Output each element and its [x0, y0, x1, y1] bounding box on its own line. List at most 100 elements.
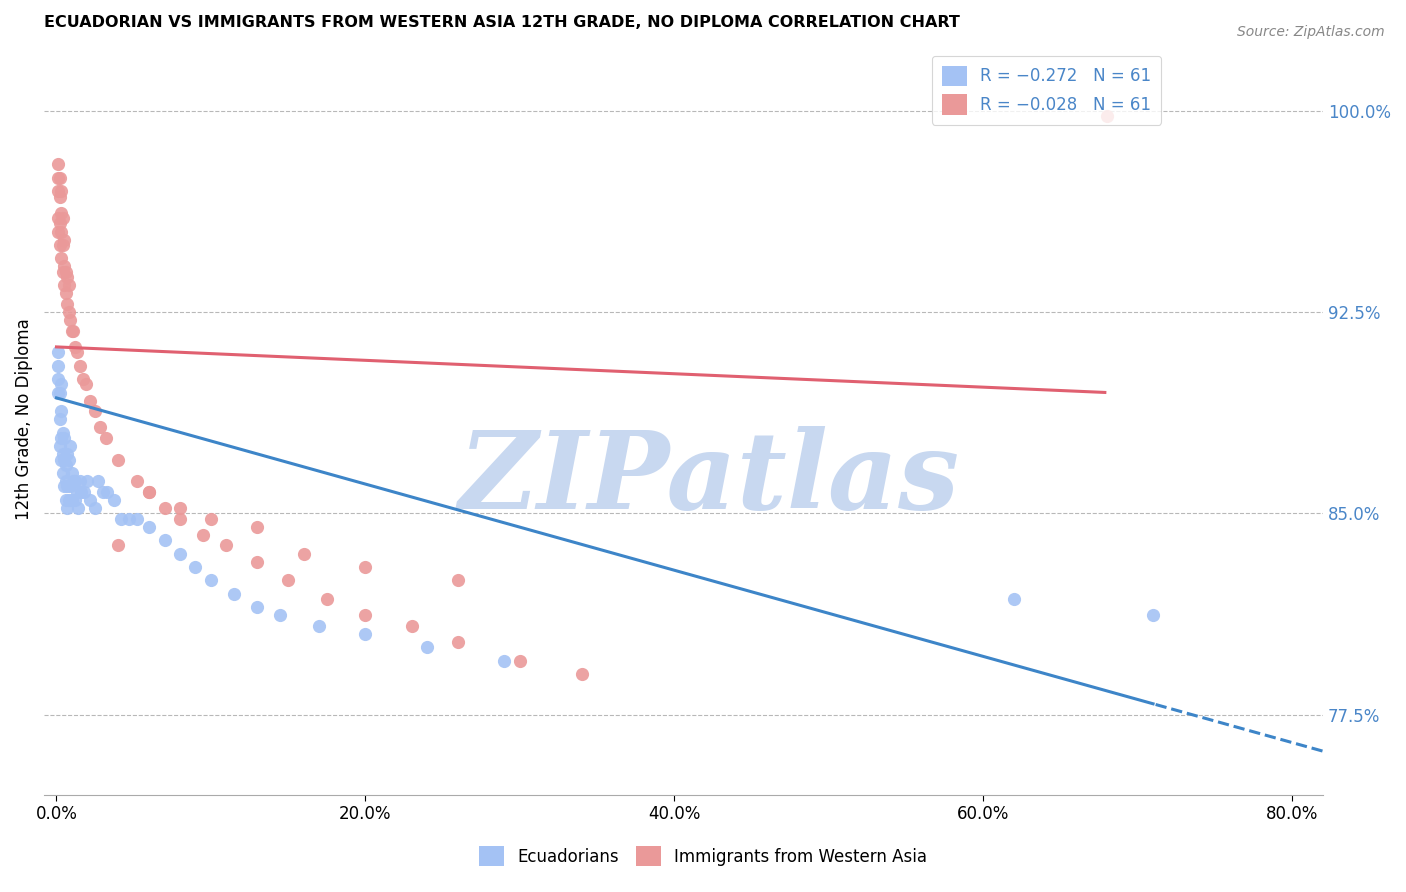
Point [62, 474, 84, 488]
Point [184, 560, 207, 574]
Point [103, 492, 125, 507]
Point [125, 474, 148, 488]
Text: ECUADORIAN VS IMMIGRANTS FROM WESTERN ASIA 12TH GRADE, NO DIPLOMA CORRELATION CH: ECUADORIAN VS IMMIGRANTS FROM WESTERN AS… [44, 15, 960, 30]
Point [246, 519, 269, 533]
Point [59, 313, 82, 327]
Point [52, 265, 75, 279]
Point [60, 466, 83, 480]
Point [48, 439, 70, 453]
Point [84, 404, 107, 418]
Point [1002, 592, 1025, 607]
Point [60, 492, 83, 507]
Point [79, 492, 101, 507]
Point [169, 500, 191, 515]
Point [87, 474, 110, 488]
Point [53, 278, 76, 293]
Point [138, 519, 160, 533]
Point [110, 511, 132, 525]
Point [509, 654, 531, 668]
Point [56, 270, 79, 285]
Point [53, 452, 76, 467]
Point [52, 466, 75, 480]
Point [79, 393, 101, 408]
Point [62, 324, 84, 338]
Point [125, 511, 148, 525]
Point [84, 500, 107, 515]
Point [354, 608, 377, 623]
Point [75, 377, 97, 392]
Point [48, 189, 70, 203]
Point [46, 385, 69, 400]
Point [49, 205, 72, 219]
Point [1095, 109, 1118, 123]
Point [63, 492, 86, 507]
Point [53, 431, 76, 445]
Point [94, 431, 117, 445]
Point [91, 484, 114, 499]
Point [56, 500, 79, 515]
Point [58, 452, 80, 467]
Point [55, 492, 77, 507]
Point [55, 286, 77, 301]
Point [138, 484, 160, 499]
Point [193, 528, 215, 542]
Point [49, 431, 72, 445]
Point [67, 500, 90, 515]
Point [277, 574, 299, 588]
Point [56, 447, 79, 461]
Point [224, 587, 246, 601]
Point [73, 484, 96, 499]
Point [65, 345, 87, 359]
Point [49, 404, 72, 418]
Point [315, 592, 337, 607]
Text: ZIPatlas: ZIPatlas [458, 426, 960, 533]
Point [48, 217, 70, 231]
Point [59, 439, 82, 453]
Point [1142, 608, 1164, 623]
Point [46, 157, 69, 171]
Point [69, 474, 91, 488]
Point [56, 479, 79, 493]
Point [118, 511, 141, 525]
Point [107, 452, 129, 467]
Point [52, 447, 75, 461]
Point [46, 184, 69, 198]
Legend: R = −0.272   N = 61, R = −0.028   N = 61: R = −0.272 N = 61, R = −0.028 N = 61 [932, 56, 1161, 125]
Point [269, 608, 291, 623]
Point [63, 340, 86, 354]
Point [46, 359, 69, 373]
Point [59, 479, 82, 493]
Text: Source: ZipAtlas.com: Source: ZipAtlas.com [1237, 25, 1385, 39]
Point [107, 539, 129, 553]
Point [49, 377, 72, 392]
Point [49, 452, 72, 467]
Point [53, 479, 76, 493]
Point [49, 225, 72, 239]
Point [63, 474, 86, 488]
Point [401, 619, 423, 633]
Point [58, 492, 80, 507]
Point [55, 474, 77, 488]
Point [571, 667, 593, 681]
Point [89, 420, 111, 434]
Point [354, 627, 377, 641]
Point [72, 372, 94, 386]
Point [153, 533, 176, 548]
Point [292, 547, 315, 561]
Point [60, 324, 83, 338]
Point [354, 560, 377, 574]
Point [46, 225, 69, 239]
Point [246, 555, 269, 569]
Point [169, 511, 191, 525]
Point [46, 345, 69, 359]
Point [65, 484, 87, 499]
Point [56, 297, 79, 311]
Point [153, 500, 176, 515]
Point [53, 233, 76, 247]
Point [46, 372, 69, 386]
Point [46, 211, 69, 226]
Point [46, 170, 69, 185]
Point [169, 547, 191, 561]
Point [52, 238, 75, 252]
Point [58, 278, 80, 293]
